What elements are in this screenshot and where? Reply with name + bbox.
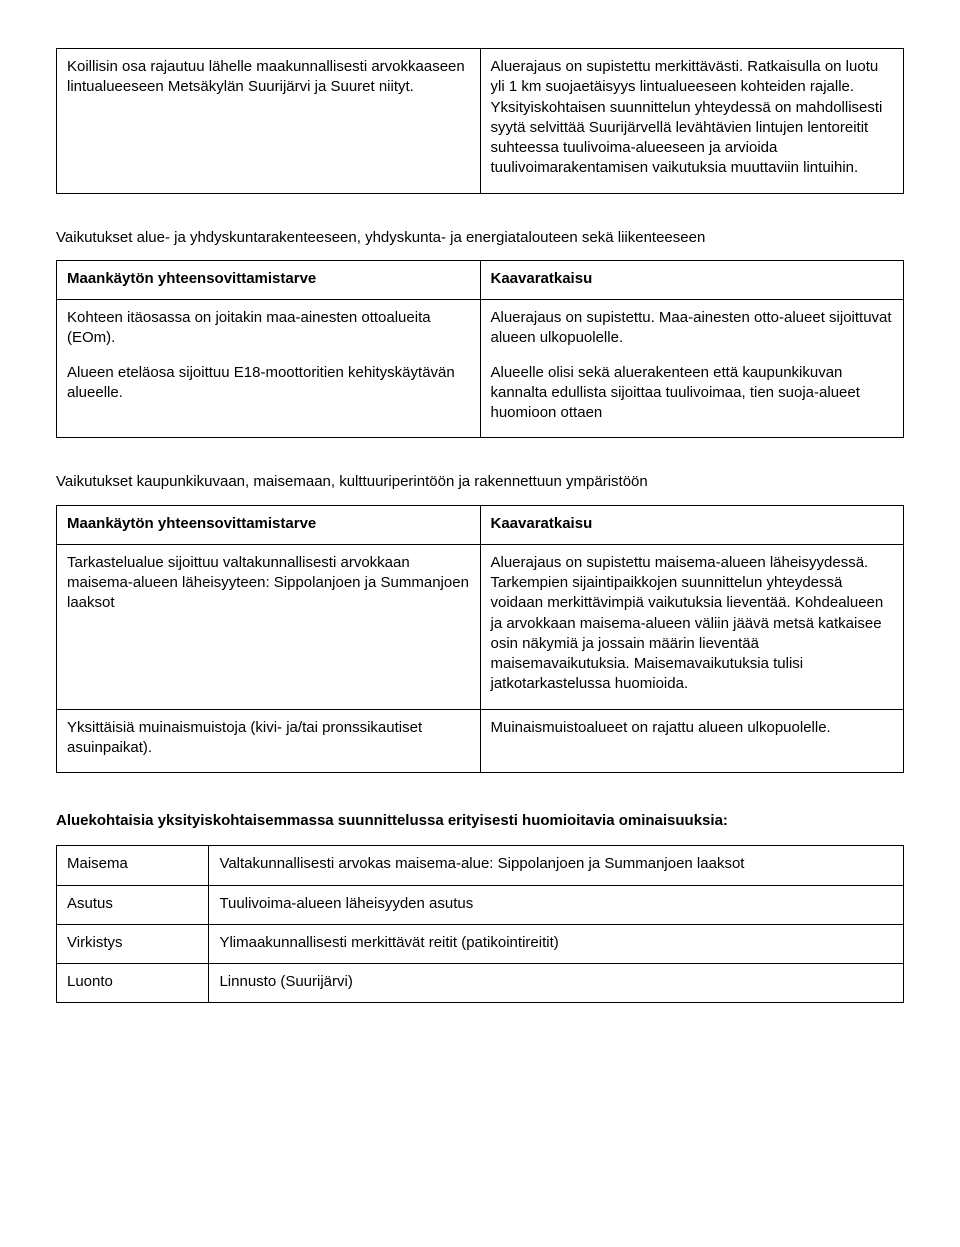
cell-right: Aluerajaus on supistettu. Maa-ainesten o…	[480, 300, 904, 438]
feature-value: Ylimaakunnallisesti merkittävät reitit (…	[209, 924, 904, 963]
header-cell-right: Kaavaratkaisu	[480, 260, 904, 299]
text: Kohteen itäosassa on joitakin maa-ainest…	[67, 308, 470, 349]
feature-value: Valtakunnallisesti arvokas maisema-alue:…	[209, 846, 904, 885]
features-heading: Aluekohtaisia yksityiskohtaisemmassa suu…	[56, 811, 904, 831]
table-features: Maisema Valtakunnallisesti arvokas maise…	[56, 845, 904, 1003]
text: Aluerajaus on supistettu maisema-alueen …	[491, 553, 894, 695]
feature-label: Maisema	[57, 846, 209, 885]
text: Muinaismuistoalueet on rajattu alueen ul…	[491, 718, 894, 738]
cell-right: Muinaismuistoalueet on rajattu alueen ul…	[480, 709, 904, 773]
cell-left: Tarkastelualue sijoittuu valtakunnallise…	[57, 544, 481, 709]
section-heading: Vaikutukset kaupunkikuvaan, maisemaan, k…	[56, 472, 904, 492]
cell-left: Koillisin osa rajautuu lähelle maakunnal…	[57, 49, 481, 194]
header-label: Kaavaratkaisu	[491, 270, 593, 287]
table-section2: Maankäytön yhteensovittamistarve Kaavara…	[56, 260, 904, 439]
table-row: Asutus Tuulivoima-alueen läheisyyden asu…	[57, 885, 904, 924]
section-heading: Vaikutukset alue- ja yhdyskuntarakentees…	[56, 228, 904, 248]
cell-left: Yksittäisiä muinaismuistoja (kivi- ja/ta…	[57, 709, 481, 773]
text: Aluerajaus on supistettu merkittävästi. …	[491, 57, 894, 179]
text: Aluerajaus on supistettu. Maa-ainesten o…	[491, 308, 894, 349]
table-row: Virkistys Ylimaakunnallisesti merkittävä…	[57, 924, 904, 963]
header-label: Maankäytön yhteensovittamistarve	[67, 515, 316, 532]
table-row: Yksittäisiä muinaismuistoja (kivi- ja/ta…	[57, 709, 904, 773]
text: Yksittäisiä muinaismuistoja (kivi- ja/ta…	[67, 718, 470, 759]
text: Alueelle olisi sekä aluerakenteen että k…	[491, 363, 894, 424]
cell-right: Aluerajaus on supistettu maisema-alueen …	[480, 544, 904, 709]
table-row: Tarkastelualue sijoittuu valtakunnallise…	[57, 544, 904, 709]
table-row: Maankäytön yhteensovittamistarve Kaavara…	[57, 505, 904, 544]
header-label: Kaavaratkaisu	[491, 515, 593, 532]
table-section3: Maankäytön yhteensovittamistarve Kaavara…	[56, 505, 904, 774]
feature-label: Asutus	[57, 885, 209, 924]
table-row: Maisema Valtakunnallisesti arvokas maise…	[57, 846, 904, 885]
table-row: Koillisin osa rajautuu lähelle maakunnal…	[57, 49, 904, 194]
header-cell-left: Maankäytön yhteensovittamistarve	[57, 505, 481, 544]
cell-right: Aluerajaus on supistettu merkittävästi. …	[480, 49, 904, 194]
table-row: Maankäytön yhteensovittamistarve Kaavara…	[57, 260, 904, 299]
table-row: Luonto Linnusto (Suurijärvi)	[57, 964, 904, 1003]
header-label: Maankäytön yhteensovittamistarve	[67, 270, 316, 287]
feature-value: Linnusto (Suurijärvi)	[209, 964, 904, 1003]
cell-left: Kohteen itäosassa on joitakin maa-ainest…	[57, 300, 481, 438]
text: Alueen eteläosa sijoittuu E18-moottoriti…	[67, 363, 470, 404]
header-cell-left: Maankäytön yhteensovittamistarve	[57, 260, 481, 299]
table-intro: Koillisin osa rajautuu lähelle maakunnal…	[56, 48, 904, 194]
feature-label: Virkistys	[57, 924, 209, 963]
feature-label: Luonto	[57, 964, 209, 1003]
text: Koillisin osa rajautuu lähelle maakunnal…	[67, 57, 470, 98]
feature-value: Tuulivoima-alueen läheisyyden asutus	[209, 885, 904, 924]
text: Tarkastelualue sijoittuu valtakunnallise…	[67, 553, 470, 614]
header-cell-right: Kaavaratkaisu	[480, 505, 904, 544]
table-row: Kohteen itäosassa on joitakin maa-ainest…	[57, 300, 904, 438]
